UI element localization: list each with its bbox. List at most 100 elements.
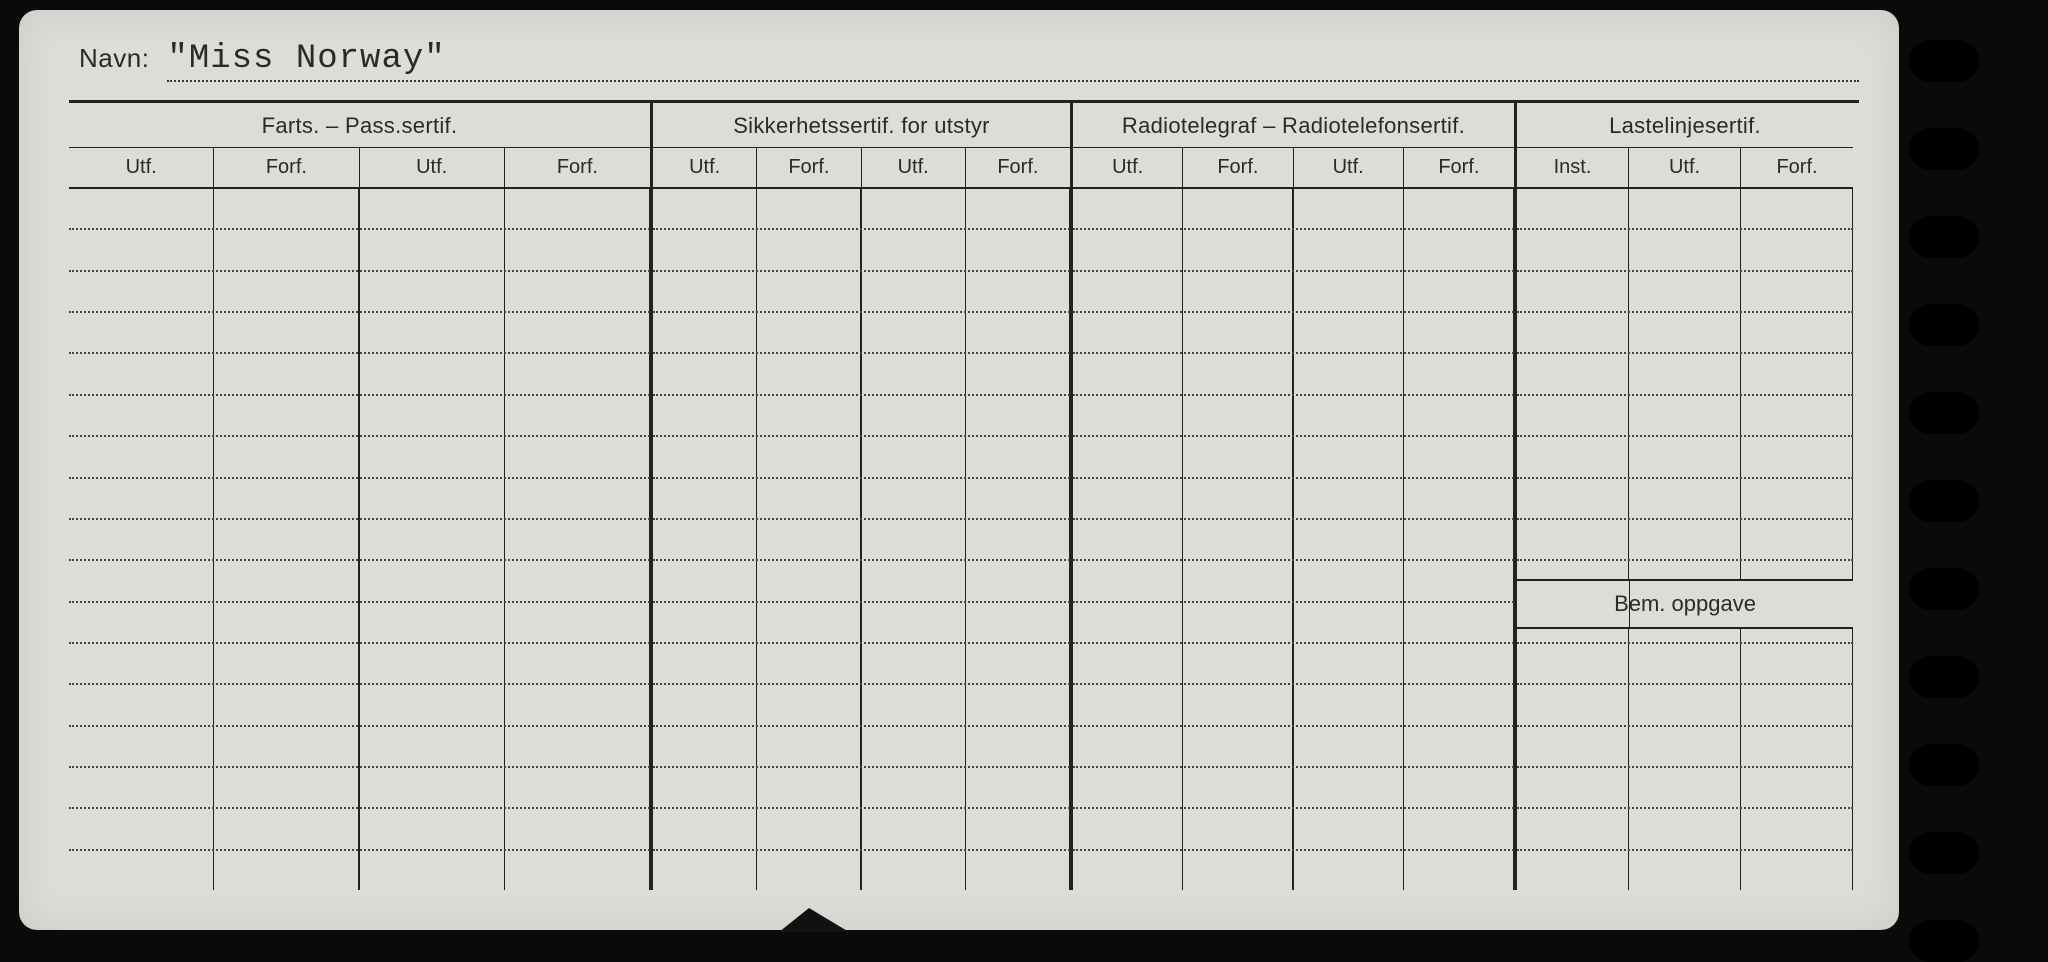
col-head: Forf. — [214, 148, 359, 187]
dotted-row — [1073, 685, 1514, 726]
name-label: Navn: — [79, 43, 149, 74]
bem-label: Bem. oppgave — [1614, 591, 1756, 617]
binder-hole — [1909, 744, 1979, 786]
dotted-row — [1517, 685, 1853, 726]
page-tear — [779, 908, 849, 932]
dotted-row — [653, 272, 1070, 313]
dotted-row — [69, 313, 650, 354]
dotted-row — [1073, 809, 1514, 850]
dotted-row — [1517, 313, 1853, 354]
dotted-row — [1517, 768, 1853, 809]
col-head: Forf. — [1404, 148, 1514, 187]
dotted-row — [1073, 189, 1514, 230]
binder-hole — [1909, 920, 1979, 962]
col-head: Forf. — [505, 148, 650, 187]
form-card: Navn: "Miss Norway" Farts. – Pass.sertif… — [19, 10, 1899, 930]
binder-hole — [1909, 216, 1979, 258]
dotted-row — [653, 313, 1070, 354]
dotted-row — [1517, 354, 1853, 395]
dotted-row — [653, 809, 1070, 850]
dotted-row — [1073, 354, 1514, 395]
dotted-row — [1073, 396, 1514, 437]
dotted-row — [69, 603, 650, 644]
dotted-row — [653, 603, 1070, 644]
dotted-row — [69, 272, 650, 313]
binder-hole — [1909, 40, 1979, 82]
dotted-row — [1073, 479, 1514, 520]
col-head: Forf. — [1183, 148, 1293, 187]
dotted-row — [1517, 437, 1853, 478]
dotted-row — [1517, 189, 1853, 230]
dotted-row — [69, 189, 650, 230]
dotted-row — [1517, 727, 1853, 768]
col-head: Forf. — [757, 148, 861, 187]
binder-hole — [1909, 304, 1979, 346]
dotted-row — [69, 561, 650, 602]
col-head: Forf. — [966, 148, 1070, 187]
dotted-row — [69, 437, 650, 478]
col-head: Utf. — [1629, 148, 1741, 187]
dotted-row — [1073, 644, 1514, 685]
dotted-row — [1517, 479, 1853, 520]
dotted-row — [653, 561, 1070, 602]
section-farts-pass: Farts. – Pass.sertif. Utf. Forf. Utf. Fo… — [69, 103, 653, 890]
dotted-row — [653, 189, 1070, 230]
dotted-row — [69, 768, 650, 809]
dotted-row — [1073, 603, 1514, 644]
dotted-row — [1517, 272, 1853, 313]
dotted-row — [69, 851, 650, 890]
dotted-row — [69, 520, 650, 561]
section-lastelinje: Lastelinjesertif. Inst. Utf. Forf. Bem. … — [1517, 103, 1853, 890]
dotted-row — [653, 768, 1070, 809]
section-title: Lastelinjesertif. — [1517, 103, 1853, 148]
col-head: Utf. — [862, 148, 966, 187]
binder-holes — [1909, 10, 2029, 962]
col-head: Forf. — [1741, 148, 1853, 187]
col-head: Utf. — [1073, 148, 1183, 187]
dotted-row — [1073, 520, 1514, 561]
dotted-row — [1073, 768, 1514, 809]
dotted-row — [653, 230, 1070, 271]
binder-hole — [1909, 832, 1979, 874]
section-title: Farts. – Pass.sertif. — [69, 103, 650, 148]
name-row: Navn: "Miss Norway" — [69, 40, 1859, 82]
dotted-row — [1073, 561, 1514, 602]
binder-hole — [1909, 568, 1979, 610]
dotted-row — [69, 479, 650, 520]
dotted-row — [1517, 809, 1853, 850]
col-head: Inst. — [1517, 148, 1629, 187]
section-title: Radiotelegraf – Radiotelefonsertif. — [1073, 103, 1514, 148]
section-radio: Radiotelegraf – Radiotelefonsertif. Utf.… — [1073, 103, 1517, 890]
col-head: Utf. — [653, 148, 757, 187]
dotted-row — [1073, 727, 1514, 768]
dotted-row — [1073, 437, 1514, 478]
dotted-row — [69, 396, 650, 437]
bem-oppgave-header: Bem. oppgave — [1517, 579, 1853, 629]
dotted-row — [69, 354, 650, 395]
dotted-row — [653, 396, 1070, 437]
dotted-row — [653, 727, 1070, 768]
dotted-row — [1517, 851, 1853, 890]
dotted-row — [653, 479, 1070, 520]
dotted-row — [1073, 272, 1514, 313]
binder-hole — [1909, 480, 1979, 522]
form-grid: Farts. – Pass.sertif. Utf. Forf. Utf. Fo… — [69, 100, 1859, 890]
section-sikkerhet: Sikkerhetssertif. for utstyr Utf. Forf. … — [653, 103, 1073, 890]
dotted-row — [653, 851, 1070, 890]
col-head: Utf. — [69, 148, 214, 187]
binder-hole — [1909, 656, 1979, 698]
dotted-row — [1517, 396, 1853, 437]
dotted-row — [69, 230, 650, 271]
dotted-row — [653, 437, 1070, 478]
dotted-row — [69, 644, 650, 685]
name-value: "Miss Norway" — [167, 40, 1859, 82]
dotted-row — [653, 685, 1070, 726]
dotted-row — [653, 520, 1070, 561]
dotted-row — [69, 727, 650, 768]
dotted-row — [1073, 851, 1514, 890]
dotted-row — [1517, 230, 1853, 271]
dotted-row — [1073, 313, 1514, 354]
binder-hole — [1909, 128, 1979, 170]
dotted-row — [69, 809, 650, 850]
dotted-row — [1517, 644, 1853, 685]
